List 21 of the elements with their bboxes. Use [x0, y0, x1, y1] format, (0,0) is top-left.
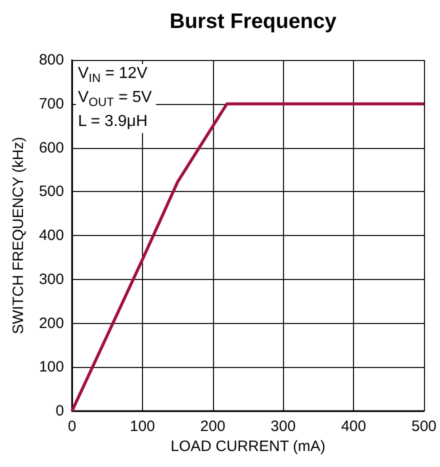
x-tick-label: 300	[270, 418, 296, 435]
y-tick-label: 100	[38, 358, 64, 376]
x-tick-label: 400	[341, 418, 366, 435]
x-tick-label: 0	[68, 418, 76, 435]
x-tick-label: 500	[411, 418, 437, 435]
chart-title: Burst Frequency	[170, 10, 337, 33]
y-tick-label: 0	[56, 402, 64, 420]
annotation: L = 3.9μH	[78, 112, 149, 132]
x-tick-label: 100	[130, 418, 155, 435]
x-axis-title: LOAD CURRENT (mA)	[170, 438, 326, 455]
y-tick-label: 800	[38, 52, 64, 68]
y-tick-label: 400	[38, 227, 64, 244]
y-tick-label: 700	[38, 95, 64, 112]
annotation: V$_{OUT}$ = 5V	[78, 88, 152, 112]
y-tick-label: 300	[38, 270, 64, 288]
x-tick-label: 200	[200, 418, 226, 435]
y-axis-title: SWITCH FREQUENCY (kHz)	[10, 136, 27, 334]
y-tick-label: 200	[38, 314, 64, 332]
y-tick-label: 500	[38, 183, 64, 200]
y-tick-label: 600	[38, 139, 64, 156]
annotation: V$_{IN}$ = 12V	[78, 64, 148, 88]
